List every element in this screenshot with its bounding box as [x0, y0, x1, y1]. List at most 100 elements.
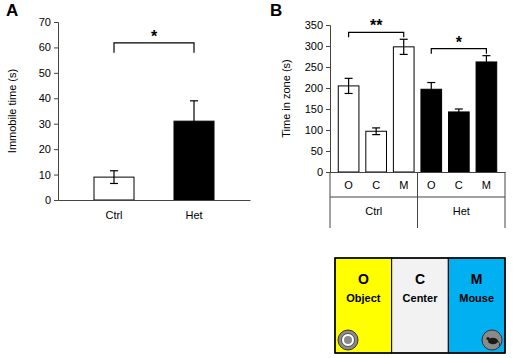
y-tick-mark — [54, 175, 58, 176]
plot-marks — [94, 101, 214, 200]
x-tick-label: Het — [185, 209, 202, 221]
y-tick: 20 — [39, 143, 58, 155]
group-divider — [505, 172, 506, 228]
x-tick-label: M — [399, 179, 408, 191]
y-tick-label: 40 — [39, 92, 51, 104]
group-lines — [330, 172, 505, 228]
y-tick-label: 250 — [305, 61, 323, 73]
error-bar-stem — [486, 56, 487, 69]
zone-label: Mouse — [459, 292, 494, 304]
error-bar — [110, 171, 118, 184]
zone-outline — [335, 258, 505, 353]
error-bar-cap — [110, 183, 118, 184]
error-bar-cap — [455, 108, 463, 109]
x-tick-label: C — [372, 179, 380, 191]
y-tick-label: 70 — [39, 16, 51, 28]
y-tick-label: 150 — [305, 103, 323, 115]
y-tick: 50 — [311, 145, 330, 157]
y-tick-mark — [54, 149, 58, 150]
error-bar-cap — [190, 141, 198, 142]
y-tick-mark — [54, 200, 58, 201]
y-tick-mark — [326, 151, 330, 152]
group-label: Het — [453, 205, 470, 217]
x-tick: Ctrl — [105, 200, 122, 221]
error-bar-cap — [345, 78, 353, 79]
bar — [421, 89, 442, 172]
y-tick: 10 — [39, 169, 58, 181]
y-tick-mark — [326, 109, 330, 110]
error-bar-stem — [376, 128, 377, 135]
x-tick: Het — [185, 200, 202, 221]
mouse-icon — [498, 341, 500, 346]
error-bar-stem — [458, 109, 459, 115]
x-tick-label: M — [482, 179, 491, 191]
error-bar-cap — [190, 100, 198, 101]
error-bar — [400, 39, 408, 54]
x-tick: O — [344, 172, 353, 191]
y-tick: 100 — [305, 124, 330, 136]
group-divider — [417, 172, 418, 228]
y-tick: 200 — [305, 82, 330, 94]
y-tick-label: 350 — [305, 19, 323, 31]
y-tick-label: 10 — [39, 169, 51, 181]
zone — [335, 258, 392, 353]
mouse-icon — [486, 337, 489, 340]
error-bar — [455, 109, 463, 115]
y-tick-mark — [326, 25, 330, 26]
error-bar-cap — [455, 114, 463, 115]
error-bar-cap — [427, 82, 435, 83]
chart-panel: BTime in zone (s)050100150200250300350OC… — [270, 1, 506, 228]
y-tick-mark — [54, 73, 58, 74]
error-bar-cap — [427, 95, 435, 96]
x-tick-label: O — [427, 179, 436, 191]
y-tick-label: 0 — [317, 166, 323, 178]
error-bar — [345, 78, 353, 93]
y-tick-mark — [326, 67, 330, 68]
x-tick: C — [455, 172, 463, 191]
y-tick: 50 — [39, 67, 58, 79]
y-tick-label: 60 — [39, 41, 51, 53]
y-tick-label: 20 — [39, 143, 51, 155]
significance-label: * — [456, 34, 463, 51]
significance-label: * — [151, 28, 158, 45]
object-icon — [344, 336, 352, 344]
group-label: Ctrl — [365, 205, 382, 217]
y-tick: 0 — [45, 194, 58, 206]
error-bar-cap — [372, 134, 380, 135]
x-tick-label: Ctrl — [105, 209, 122, 221]
error-bar — [427, 83, 435, 96]
y-axis-title: Immobile time (s) — [6, 69, 18, 153]
object-icon — [342, 334, 355, 347]
x-axis-line — [59, 200, 251, 201]
y-tick-mark — [326, 172, 330, 173]
error-bar — [482, 56, 490, 69]
y-tick-label: 100 — [305, 124, 323, 136]
bar — [366, 131, 387, 172]
y-tick-label: 200 — [305, 82, 323, 94]
object-icon — [338, 330, 358, 350]
zone-label: Center — [403, 292, 439, 304]
error-bar-cap — [482, 55, 490, 56]
y-tick-mark — [54, 98, 58, 99]
error-bar-cap — [110, 170, 118, 171]
y-tick-mark — [54, 124, 58, 125]
y-tick-label: 50 — [39, 67, 51, 79]
y-tick-label: 50 — [311, 145, 323, 157]
x-tick-label: O — [344, 179, 353, 191]
zone-letter: M — [471, 271, 483, 287]
y-tick: 250 — [305, 61, 330, 73]
figure: AImmobile time (s)010203040506070CtrlHet… — [0, 0, 513, 358]
x-tick: M — [482, 172, 491, 191]
y-tick-mark — [326, 130, 330, 131]
y-tick: 350 — [305, 19, 330, 31]
y-tick-label: 0 — [45, 194, 51, 206]
y-tick: 30 — [39, 118, 58, 130]
chart-panel: AImmobile time (s)010203040506070CtrlHet… — [6, 1, 251, 221]
y-tick: 60 — [39, 41, 58, 53]
y-tick: 70 — [39, 16, 58, 28]
bar — [393, 47, 414, 172]
bar — [449, 112, 470, 172]
error-bar-stem — [193, 101, 194, 142]
x-tick: M — [399, 172, 408, 191]
error-bar-cap — [372, 127, 380, 128]
